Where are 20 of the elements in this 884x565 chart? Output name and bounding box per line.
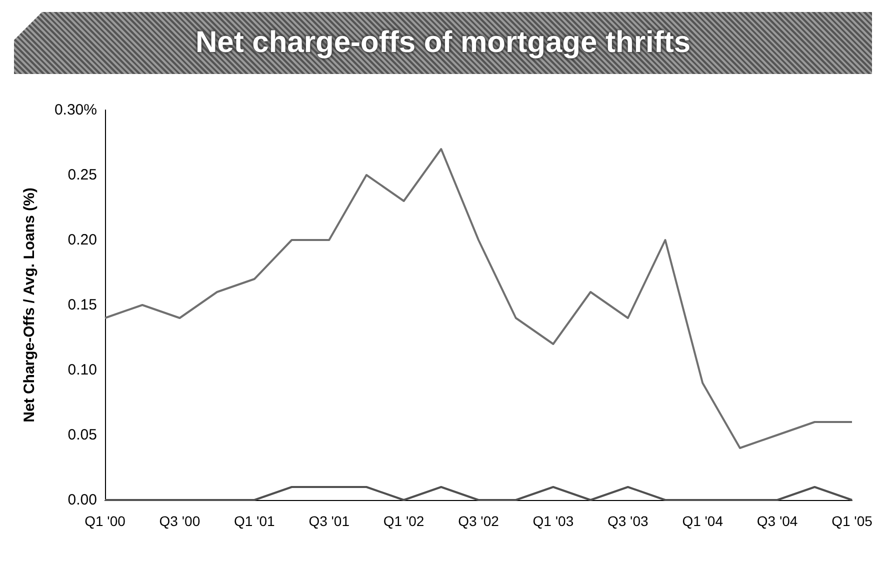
x-tick-label: Q1 '02	[383, 513, 424, 529]
y-tick-label: 0.10	[68, 362, 97, 378]
y-tick-label: 0.30%	[54, 102, 97, 118]
x-tick-label: Q1 '01	[234, 513, 276, 529]
y-tick-label: 0.00	[68, 492, 97, 508]
y-axis-title: Net Charge-Offs / Avg. Loans (%)	[21, 188, 38, 422]
line-series	[104, 148, 853, 449]
y-tick-label: 0.25	[68, 166, 97, 184]
x-tick-label: Q1 '04	[682, 513, 724, 529]
y-tick-label: 0.15	[68, 296, 97, 314]
x-tick-label: Q3 '02	[458, 513, 500, 529]
x-tick-label: Q1 '05	[832, 513, 873, 529]
x-tick-label: Q3 '00	[159, 513, 200, 529]
x-tick-label: Q3 '04	[756, 513, 798, 529]
y-tick-label: 0.05	[68, 426, 97, 444]
x-tick-label: Q3 '03	[607, 513, 649, 529]
x-tick-label: Q3 '01	[308, 513, 350, 529]
x-tick-label: Q1 '03	[532, 513, 574, 529]
y-tick-label: 0.20	[68, 232, 97, 248]
x-tick-label: Q1 '00	[84, 513, 126, 529]
